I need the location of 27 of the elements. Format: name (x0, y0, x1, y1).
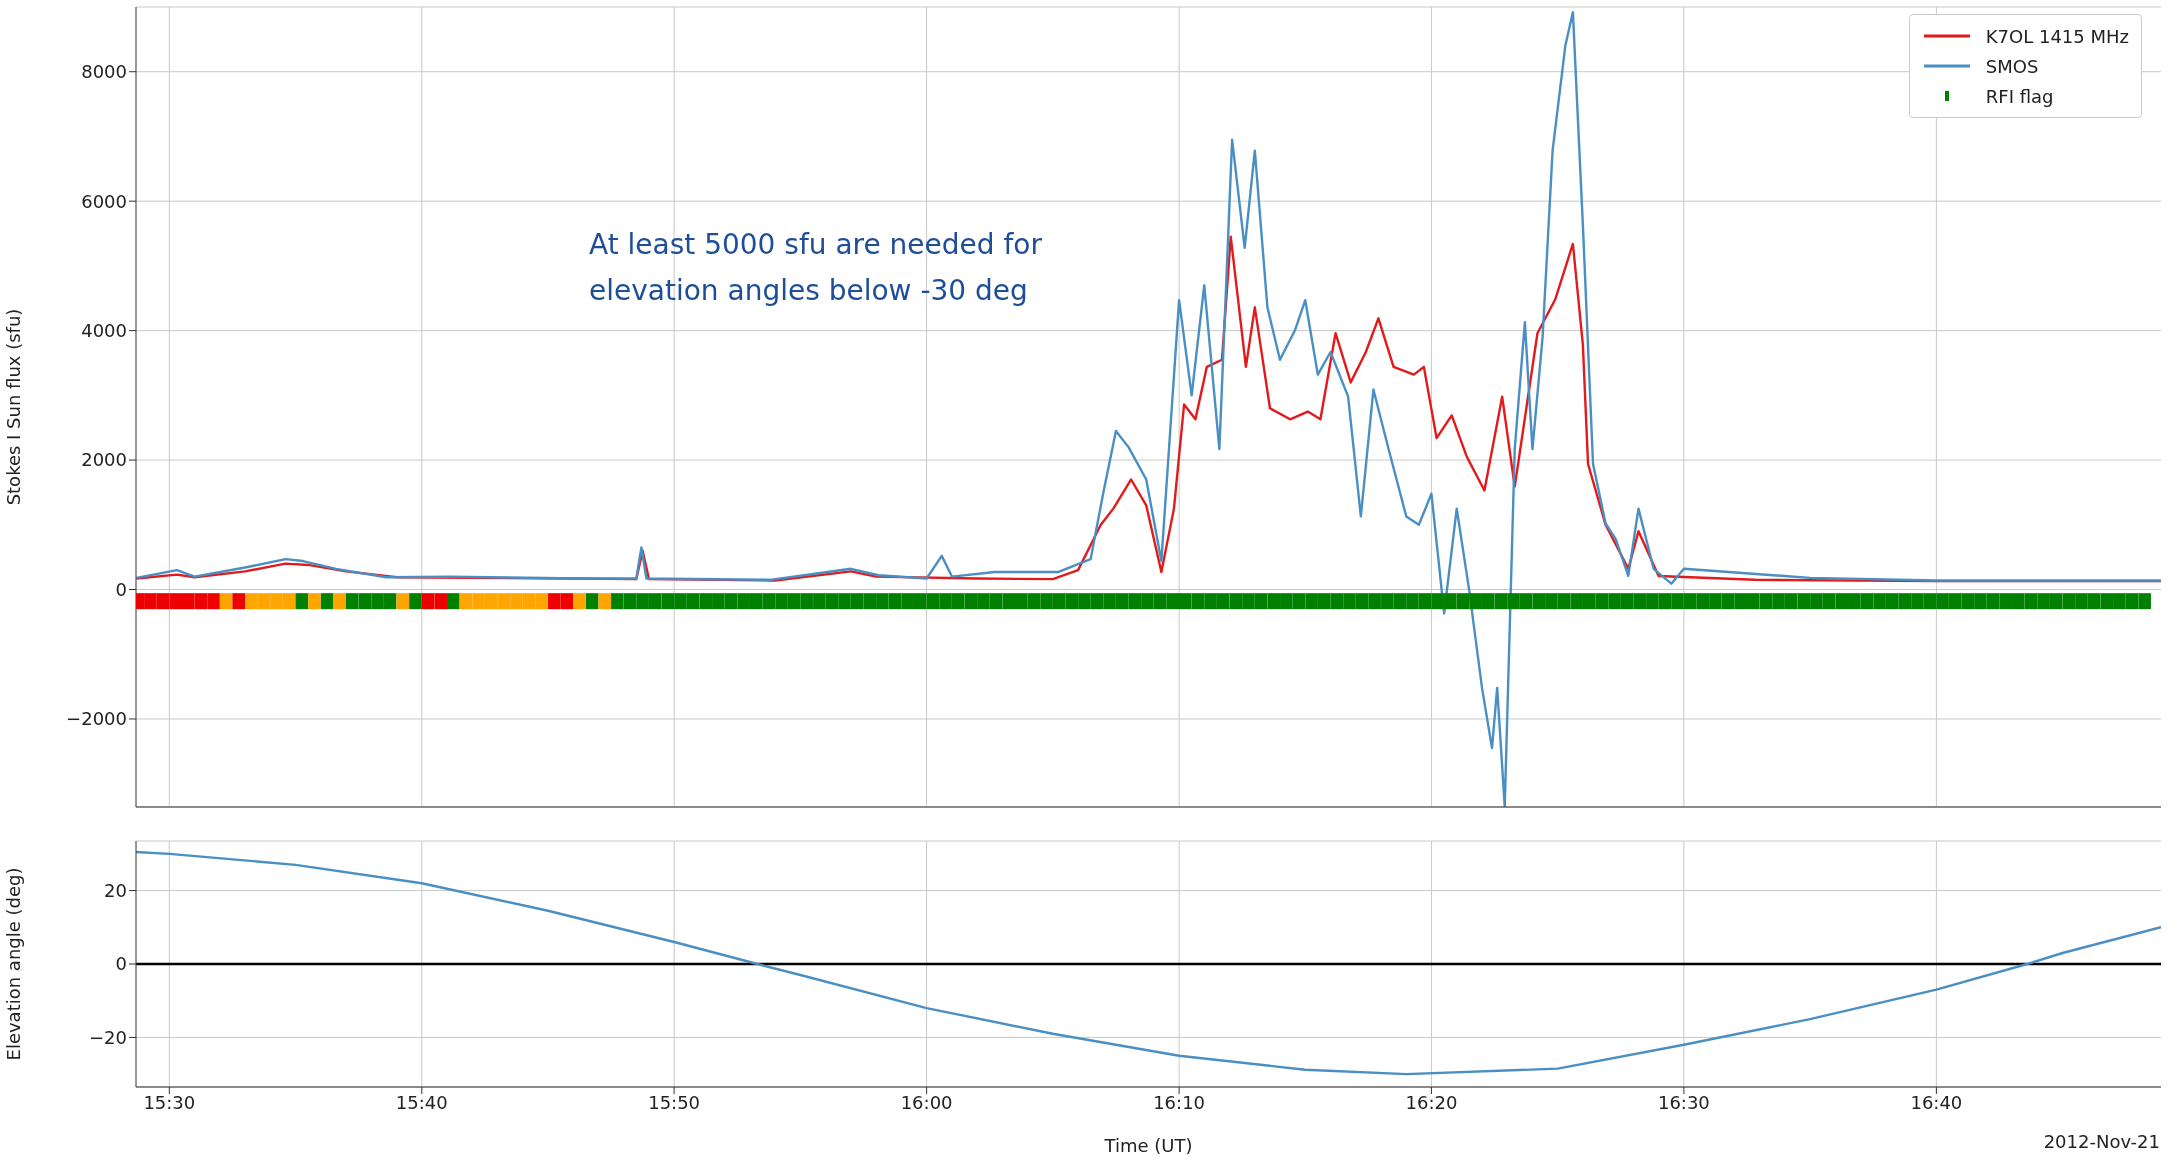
y-tick-label: 6000 (81, 190, 127, 212)
x-tick-label: 15:30 (143, 1091, 196, 1113)
y-tick-label: 0 (115, 953, 127, 975)
y-axis-title: Stokes I Sun flux (sfu) (3, 308, 25, 506)
legend-label: RFI flag (1985, 85, 2054, 107)
y-tick-label: 20 (104, 879, 127, 901)
y-tick-label: −20 (89, 1026, 127, 1048)
x-tick-label: 16:20 (1405, 1091, 1458, 1113)
y-tick-label: 8000 (81, 61, 127, 83)
line-series (136, 10, 2161, 807)
x-axis-title: Time (UT) (1103, 1135, 1193, 1156)
x-tick-label: 16:10 (1153, 1091, 1206, 1113)
x-tick-label: 15:50 (648, 1091, 701, 1113)
y-tick-label: 2000 (81, 449, 127, 471)
y-tick-label: 0 (115, 578, 127, 600)
legend-label: K7OL 1415 MHz (1985, 25, 2129, 47)
annotation: At least 5000 sfu are needed for elevation angles below -30 deg (589, 227, 1043, 309)
y-axis-title: Elevation angle (deg) (3, 867, 25, 1061)
text: 2012-Nov-21 (2043, 1131, 2160, 1152)
x-tick-label: 16:40 (1910, 1091, 1963, 1113)
line-series (136, 850, 2161, 1076)
x-tick-label: 15:40 (395, 1091, 448, 1113)
x-tick-label: 16:30 (1657, 1091, 1710, 1113)
y-tick-label: 4000 (81, 320, 127, 342)
legend-label: SMOS (1985, 55, 2039, 77)
x-tick-label: 16:00 (900, 1091, 953, 1113)
y-tick-label: −2000 (66, 708, 127, 730)
